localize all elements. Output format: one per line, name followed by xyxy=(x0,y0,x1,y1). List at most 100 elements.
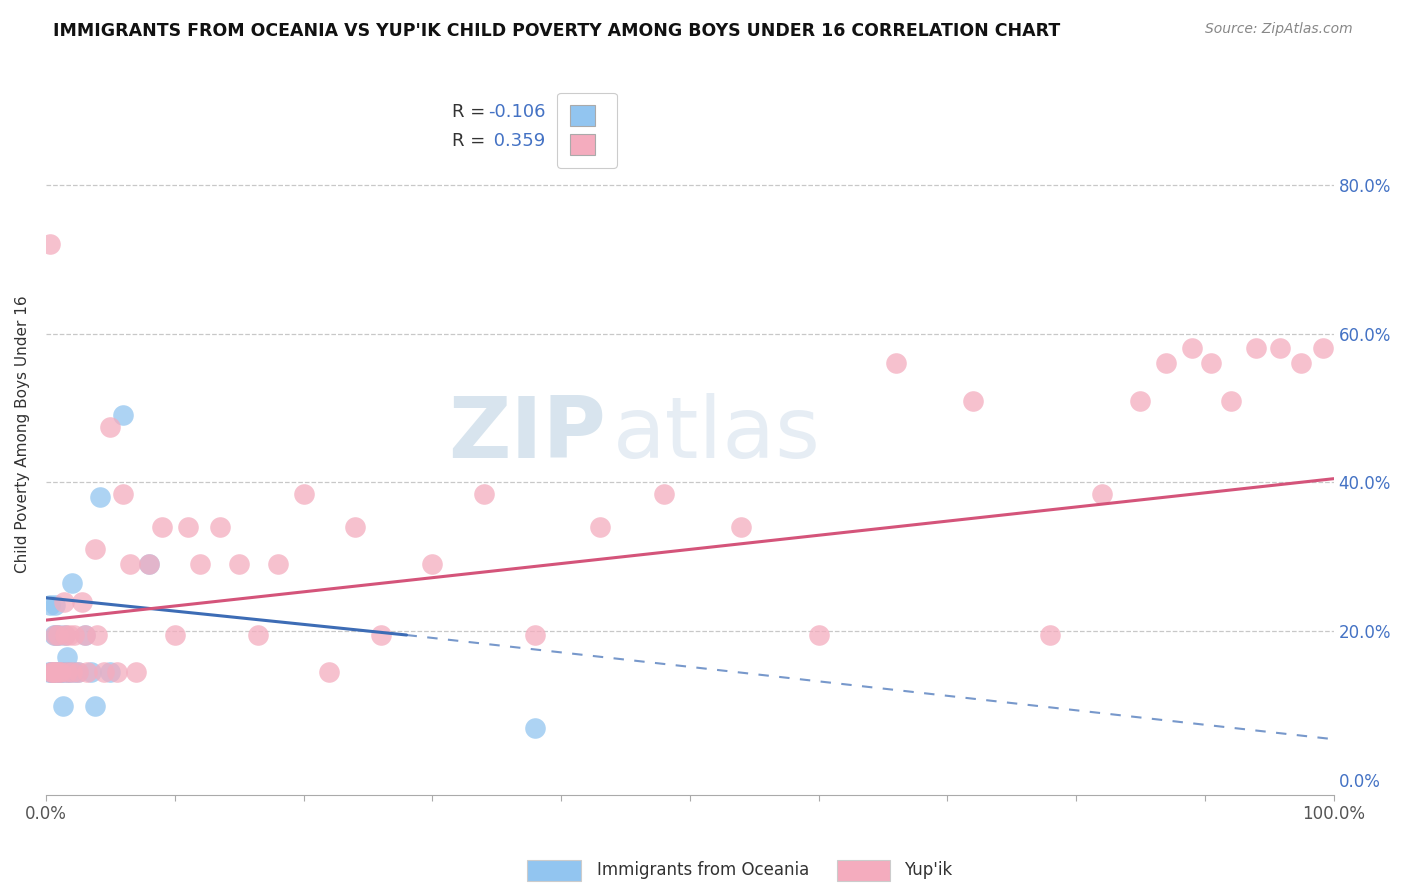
Legend: , : , xyxy=(557,93,617,168)
Point xyxy=(83,698,105,713)
Point xyxy=(38,237,60,252)
Point xyxy=(89,491,111,505)
Point xyxy=(1291,356,1313,370)
Point xyxy=(48,665,70,680)
Point xyxy=(524,721,547,735)
Point xyxy=(63,628,86,642)
Point xyxy=(53,628,76,642)
Point xyxy=(125,665,148,680)
Point xyxy=(1091,486,1114,500)
Point xyxy=(176,520,198,534)
Point xyxy=(962,393,984,408)
Point xyxy=(53,628,76,642)
Point xyxy=(1181,342,1204,356)
Point xyxy=(53,594,76,608)
Point xyxy=(52,698,75,713)
Point xyxy=(343,520,366,534)
Point xyxy=(93,665,115,680)
Point xyxy=(73,628,96,642)
Point xyxy=(41,665,63,680)
Point xyxy=(60,665,83,680)
Point xyxy=(48,628,70,642)
Point xyxy=(1312,342,1334,356)
Point xyxy=(1246,342,1268,356)
Point xyxy=(56,665,79,680)
Point xyxy=(44,628,66,642)
Point xyxy=(98,419,121,434)
Text: Yup'ik: Yup'ik xyxy=(904,861,952,879)
Point xyxy=(48,665,70,680)
Point xyxy=(1201,356,1223,370)
Point xyxy=(105,665,128,680)
Point xyxy=(51,665,73,680)
Point xyxy=(60,575,83,590)
Text: 30: 30 xyxy=(589,103,612,121)
Point xyxy=(150,520,173,534)
Text: N =: N = xyxy=(548,103,600,121)
Point xyxy=(58,665,80,680)
Text: R =: R = xyxy=(451,103,491,121)
Text: 0.359: 0.359 xyxy=(488,132,546,150)
Point xyxy=(76,665,98,680)
Point xyxy=(1268,342,1291,356)
Point xyxy=(42,665,65,680)
Point xyxy=(370,628,392,642)
Point xyxy=(247,628,270,642)
Text: -0.106: -0.106 xyxy=(488,103,546,121)
Y-axis label: Child Poverty Among Boys Under 16: Child Poverty Among Boys Under 16 xyxy=(15,295,30,573)
Point xyxy=(86,628,108,642)
Point xyxy=(38,665,60,680)
Point xyxy=(420,558,443,572)
Text: ZIP: ZIP xyxy=(449,392,606,475)
Text: Immigrants from Oceania: Immigrants from Oceania xyxy=(598,861,808,879)
Text: IMMIGRANTS FROM OCEANIA VS YUP'IK CHILD POVERTY AMONG BOYS UNDER 16 CORRELATION : IMMIGRANTS FROM OCEANIA VS YUP'IK CHILD … xyxy=(53,22,1060,40)
Text: atlas: atlas xyxy=(613,392,821,475)
Point xyxy=(63,665,86,680)
Text: 60: 60 xyxy=(589,132,612,150)
Point xyxy=(730,520,752,534)
Point xyxy=(55,665,77,680)
Point xyxy=(292,486,315,500)
Point xyxy=(67,665,90,680)
Point xyxy=(228,558,250,572)
Point xyxy=(163,628,186,642)
Point xyxy=(80,665,103,680)
Point xyxy=(46,665,69,680)
Point xyxy=(652,486,675,500)
Point xyxy=(39,665,62,680)
Point xyxy=(38,599,60,613)
Point xyxy=(39,665,62,680)
Point xyxy=(83,542,105,557)
Point xyxy=(49,665,72,680)
Point xyxy=(41,665,63,680)
Point xyxy=(318,665,340,680)
Point xyxy=(267,558,290,572)
Point xyxy=(44,599,66,613)
Point xyxy=(42,628,65,642)
Point xyxy=(118,558,141,572)
Text: Source: ZipAtlas.com: Source: ZipAtlas.com xyxy=(1205,22,1353,37)
Point xyxy=(138,558,160,572)
Point xyxy=(55,650,77,665)
Point xyxy=(112,486,135,500)
Point xyxy=(1039,628,1062,642)
Point xyxy=(524,628,547,642)
Point xyxy=(45,628,67,642)
Point xyxy=(807,628,830,642)
Point xyxy=(70,594,93,608)
Point xyxy=(1154,356,1177,370)
Point xyxy=(51,665,73,680)
Point xyxy=(53,665,76,680)
Text: R =: R = xyxy=(451,132,491,150)
Point xyxy=(42,665,65,680)
Point xyxy=(190,558,212,572)
Point xyxy=(884,356,907,370)
Point xyxy=(1219,393,1241,408)
Text: N =: N = xyxy=(548,132,600,150)
Point xyxy=(112,409,135,423)
Point xyxy=(67,665,90,680)
Point xyxy=(98,665,121,680)
Point xyxy=(73,628,96,642)
Point xyxy=(208,520,231,534)
Point xyxy=(58,628,80,642)
